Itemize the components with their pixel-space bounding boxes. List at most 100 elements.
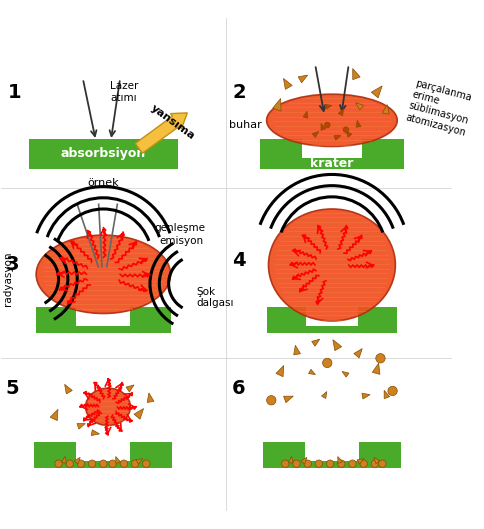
Polygon shape [91, 430, 100, 435]
FancyArrow shape [135, 113, 187, 153]
Text: buhar: buhar [229, 120, 262, 130]
Circle shape [337, 460, 345, 468]
Polygon shape [346, 131, 352, 137]
Polygon shape [342, 371, 349, 377]
Circle shape [282, 460, 289, 468]
Polygon shape [284, 78, 292, 89]
Ellipse shape [267, 94, 397, 147]
Bar [34, 442, 76, 468]
Polygon shape [357, 459, 364, 464]
Polygon shape [116, 457, 121, 463]
Bar [263, 461, 401, 468]
Polygon shape [301, 458, 307, 464]
Polygon shape [61, 457, 66, 463]
Circle shape [131, 460, 139, 468]
Circle shape [378, 460, 386, 468]
Text: 6: 6 [232, 379, 246, 398]
Polygon shape [288, 457, 293, 463]
Text: Şok
dalgası: Şok dalgası [197, 287, 234, 308]
Circle shape [267, 396, 276, 405]
Bar [259, 139, 302, 169]
Bar [263, 442, 305, 468]
Circle shape [326, 460, 334, 468]
Polygon shape [147, 393, 154, 403]
Polygon shape [134, 408, 144, 419]
Text: radyasyon: radyasyon [2, 252, 13, 306]
Circle shape [142, 460, 150, 468]
Circle shape [371, 460, 378, 468]
Bar [358, 307, 397, 333]
Polygon shape [321, 391, 327, 398]
Polygon shape [338, 457, 343, 463]
Text: 1: 1 [8, 83, 22, 102]
Text: Lazer
atımı: Lazer atımı [110, 81, 138, 103]
Text: örnek: örnek [88, 178, 119, 188]
Bar [259, 158, 404, 169]
Polygon shape [354, 349, 362, 358]
Ellipse shape [86, 388, 130, 425]
Text: genleşme: genleşme [155, 223, 206, 233]
Circle shape [109, 460, 116, 468]
Circle shape [376, 353, 385, 363]
Polygon shape [353, 69, 360, 80]
Bar [130, 307, 171, 333]
Circle shape [360, 460, 367, 468]
Bar [29, 139, 178, 169]
Text: emisyon: emisyon [159, 236, 203, 245]
Polygon shape [303, 111, 308, 118]
Polygon shape [371, 86, 382, 98]
Text: absorbsiyon: absorbsiyon [60, 148, 146, 160]
Polygon shape [77, 424, 85, 429]
Circle shape [55, 460, 62, 468]
Text: 4: 4 [232, 251, 246, 270]
Circle shape [304, 460, 311, 468]
Polygon shape [312, 131, 319, 138]
Polygon shape [284, 396, 293, 403]
Bar [362, 139, 404, 169]
Circle shape [315, 460, 323, 468]
Polygon shape [362, 393, 370, 399]
Polygon shape [126, 385, 134, 392]
Polygon shape [384, 390, 390, 399]
Text: 5: 5 [5, 379, 19, 398]
Circle shape [323, 358, 332, 368]
Circle shape [343, 127, 349, 132]
Polygon shape [333, 340, 342, 351]
Text: krater: krater [310, 157, 354, 170]
Polygon shape [356, 121, 361, 127]
Bar [267, 307, 306, 333]
Polygon shape [321, 123, 326, 130]
Circle shape [89, 460, 96, 468]
Bar [34, 461, 172, 468]
Bar [130, 442, 172, 468]
Text: 3: 3 [5, 256, 19, 275]
Polygon shape [374, 458, 380, 464]
Circle shape [66, 460, 74, 468]
Bar [36, 326, 171, 333]
Circle shape [293, 460, 300, 468]
Polygon shape [356, 103, 363, 110]
Polygon shape [272, 98, 281, 111]
Circle shape [388, 386, 397, 396]
Polygon shape [372, 363, 380, 375]
Polygon shape [312, 339, 320, 346]
Polygon shape [308, 369, 316, 375]
Text: yansıma: yansıma [150, 103, 197, 142]
Text: 2: 2 [232, 83, 246, 102]
Circle shape [100, 460, 107, 468]
Circle shape [324, 122, 330, 128]
Polygon shape [74, 458, 80, 464]
Circle shape [349, 460, 356, 468]
Circle shape [77, 460, 85, 468]
Polygon shape [294, 345, 301, 355]
Ellipse shape [269, 209, 395, 321]
Polygon shape [136, 459, 143, 464]
Polygon shape [334, 135, 341, 140]
Polygon shape [50, 409, 58, 421]
Bar [36, 307, 76, 333]
Bar [267, 326, 397, 333]
Ellipse shape [36, 235, 170, 314]
Polygon shape [276, 366, 284, 377]
Polygon shape [338, 109, 344, 116]
Circle shape [120, 460, 128, 468]
